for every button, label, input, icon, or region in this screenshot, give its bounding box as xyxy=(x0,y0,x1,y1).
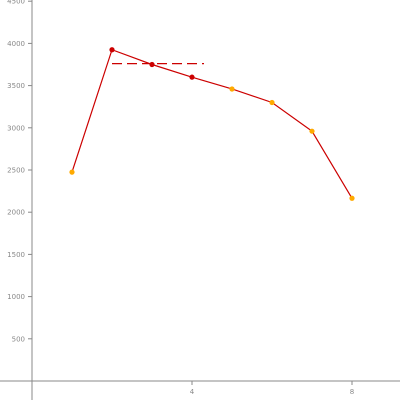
data-point xyxy=(309,128,315,134)
y-tick-label: 2000 xyxy=(7,209,25,217)
data-point xyxy=(149,61,155,68)
y-tick-label: 4000 xyxy=(7,40,25,48)
y-tick-label: 1500 xyxy=(7,251,25,259)
y-tick-label: 3500 xyxy=(7,82,25,90)
y-tick-label: 2500 xyxy=(7,167,25,175)
data-points xyxy=(69,47,355,201)
y-tick-label: 3000 xyxy=(7,124,25,132)
y-tick-label: 500 xyxy=(12,335,25,343)
y-tick-label: 1000 xyxy=(7,293,25,301)
series-lines xyxy=(71,48,353,199)
data-point xyxy=(69,169,75,175)
data-point xyxy=(269,99,275,106)
x-tick-label: 4 xyxy=(190,388,195,396)
data-point xyxy=(229,86,235,92)
data-point xyxy=(349,195,355,201)
series-line xyxy=(71,48,353,199)
data-point xyxy=(109,47,115,53)
x-tick-label: 8 xyxy=(350,388,354,396)
y-axis-ticks: 500 1000 1500 2000 2500 3000 3500 4000 4500 xyxy=(7,0,32,343)
data-point xyxy=(189,74,195,80)
y-tick-label: 4500 xyxy=(7,0,25,6)
